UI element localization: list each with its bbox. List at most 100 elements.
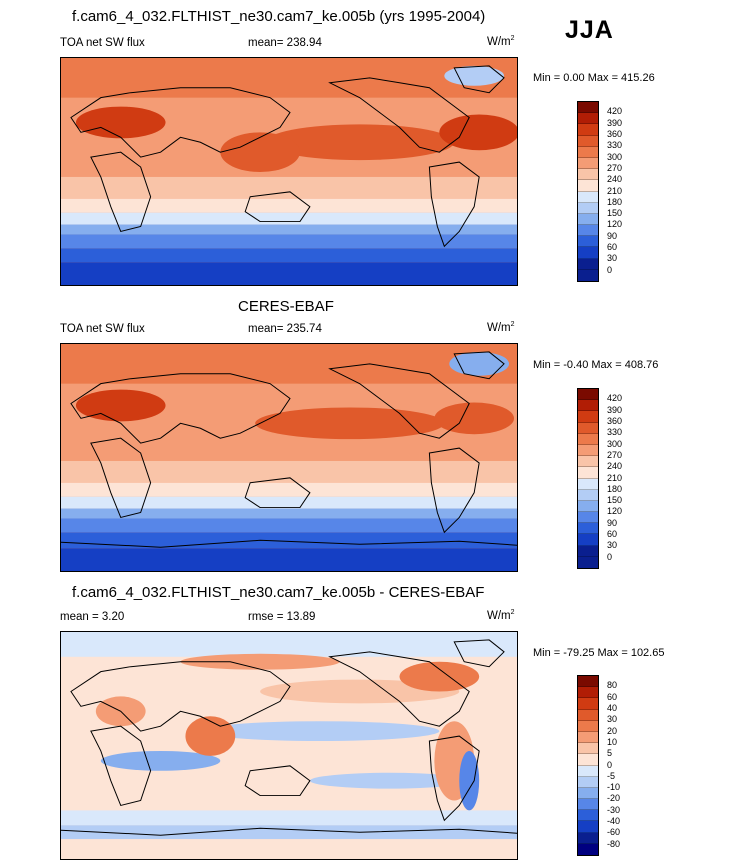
colorbar-label: 330 [607,140,623,151]
season-label: JJA [565,16,614,44]
colorbar-label: 360 [607,128,623,139]
colorbar-label: 20 [607,725,618,736]
colorbar-segment [578,169,598,181]
colorbar-segment [578,389,598,401]
colorbar-label: -5 [607,770,616,781]
colorbar-label: 390 [607,404,623,415]
colorbar-segment [578,523,598,535]
colorbar-label: 300 [607,151,623,162]
colorbar-segment [578,832,598,844]
colorbar-label: 30 [607,714,618,725]
panel1-colorbar [577,101,599,282]
colorbar-label: 240 [607,174,623,185]
colorbar-label: 0 [607,551,613,562]
colorbar-label: -40 [607,816,621,827]
colorbar-label: 5 [607,748,613,759]
colorbar-segment [578,247,598,259]
colorbar-segment [578,709,598,721]
colorbar-label: 120 [607,506,623,517]
colorbar-segment [578,556,598,568]
colorbar-segment [578,236,598,248]
colorbar-label: 420 [607,106,623,117]
colorbar-segment [578,799,598,811]
colorbar-label: 180 [607,196,623,207]
colorbar-label: 270 [607,162,623,173]
colorbar-segment [578,545,598,557]
colorbar-segment [578,202,598,214]
colorbar-segment [578,258,598,270]
panel2-mean-label: mean= 235.74 [248,323,322,335]
colorbar-label: 40 [607,702,618,713]
panel2-title: CERES-EBAF [238,298,334,315]
colorbar-segment [578,810,598,822]
panel2-map [60,343,518,572]
colorbar-label: 30 [607,540,618,551]
colorbar-segment [578,489,598,501]
colorbar-label: 360 [607,415,623,426]
colorbar-segment [578,102,598,114]
colorbar-label: 180 [607,483,623,494]
panel1-variable-label: TOA net SW flux [60,37,145,49]
colorbar-segment [578,180,598,192]
colorbar-label: -80 [607,838,621,849]
panel3-units: W/m2 [487,609,515,622]
panel3-map [60,631,518,860]
colorbar-label: 10 [607,736,618,747]
colorbar-label: 60 [607,242,618,253]
colorbar-segment [578,444,598,457]
colorbar-label: 90 [607,230,618,241]
colorbar-segment [578,787,598,800]
colorbar-segment [578,754,598,766]
colorbar-segment [578,467,598,479]
colorbar-segment [578,124,598,136]
colorbar-label: 90 [607,517,618,528]
colorbar-segment [578,843,598,855]
colorbar-label: 270 [607,449,623,460]
colorbar-label: 240 [607,461,623,472]
colorbar-segment [578,500,598,513]
colorbar-label: 390 [607,117,623,128]
panel2-units: W/m2 [487,321,515,334]
colorbar-label: 60 [607,529,618,540]
colorbar-segment [578,720,598,732]
colorbar-segment [578,433,598,445]
colorbar-segment [578,113,598,125]
colorbar-segment [578,422,598,434]
colorbar-segment [578,456,598,468]
colorbar-segment [578,411,598,423]
panel1-mean-label: mean= 238.94 [248,37,322,49]
colorbar-label: 0 [607,264,613,275]
colorbar-label: 210 [607,472,623,483]
colorbar-segment [578,478,598,490]
colorbar-segment [578,731,598,744]
colorbar-label: 150 [607,495,623,506]
colorbar-label: 120 [607,219,623,230]
colorbar-segment [578,765,598,777]
colorbar-segment [578,776,598,788]
colorbar-segment [578,191,598,203]
colorbar-segment [578,225,598,237]
colorbar-segment [578,534,598,546]
colorbar-segment [578,698,598,710]
colorbar-label: 0 [607,759,613,770]
colorbar-segment [578,676,598,688]
colorbar-label: 60 [607,691,618,702]
colorbar-segment [578,213,598,226]
colorbar-label: -20 [607,793,621,804]
panel3-minmax: Min = -79.25 Max = 102.65 [533,647,665,659]
panel3-colorbar [577,675,599,856]
colorbar-label: 150 [607,208,623,219]
colorbar-segment [578,400,598,412]
panel1-minmax: Min = 0.00 Max = 415.26 [533,72,655,84]
colorbar-segment [578,135,598,147]
colorbar-label: -60 [607,827,621,838]
colorbar-label: 210 [607,185,623,196]
panel2-minmax: Min = -0.40 Max = 408.76 [533,359,659,371]
colorbar-segment [578,146,598,158]
colorbar-label: 80 [607,680,618,691]
colorbar-label: 30 [607,253,618,264]
colorbar-label: 300 [607,438,623,449]
panel2-variable-label: TOA net SW flux [60,323,145,335]
panel3-rmse-label: rmse = 13.89 [248,611,316,623]
colorbar-segment [578,157,598,170]
